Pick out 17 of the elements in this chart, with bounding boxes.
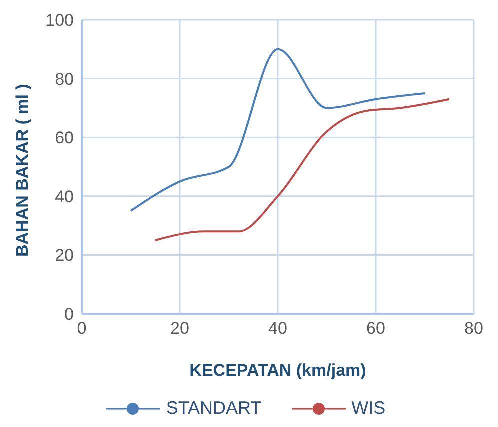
y-tick-label: 20: [55, 246, 74, 266]
x-axis-title: KECEPATAN (km/jam): [190, 361, 366, 380]
y-tick-label: 60: [55, 128, 74, 148]
y-tick-label: 100: [46, 11, 74, 30]
y-tick-label: 0: [64, 305, 74, 324]
line-series: [154, 98, 450, 242]
y-tick-label: 80: [55, 70, 74, 89]
line-series: [130, 48, 426, 212]
y-axis-title: BAHAN BAKAR ( ml ): [13, 84, 32, 257]
x-tick-label: 20: [170, 319, 190, 338]
x-tick-label: 60: [366, 319, 386, 338]
y-tick-label: 40: [55, 187, 74, 206]
x-tick-label: 40: [268, 319, 288, 338]
x-tick-label: 80: [464, 319, 484, 338]
legend-label: STANDART: [166, 398, 262, 419]
legend-label: WIS: [352, 398, 386, 419]
x-tick-label: 0: [77, 319, 87, 338]
